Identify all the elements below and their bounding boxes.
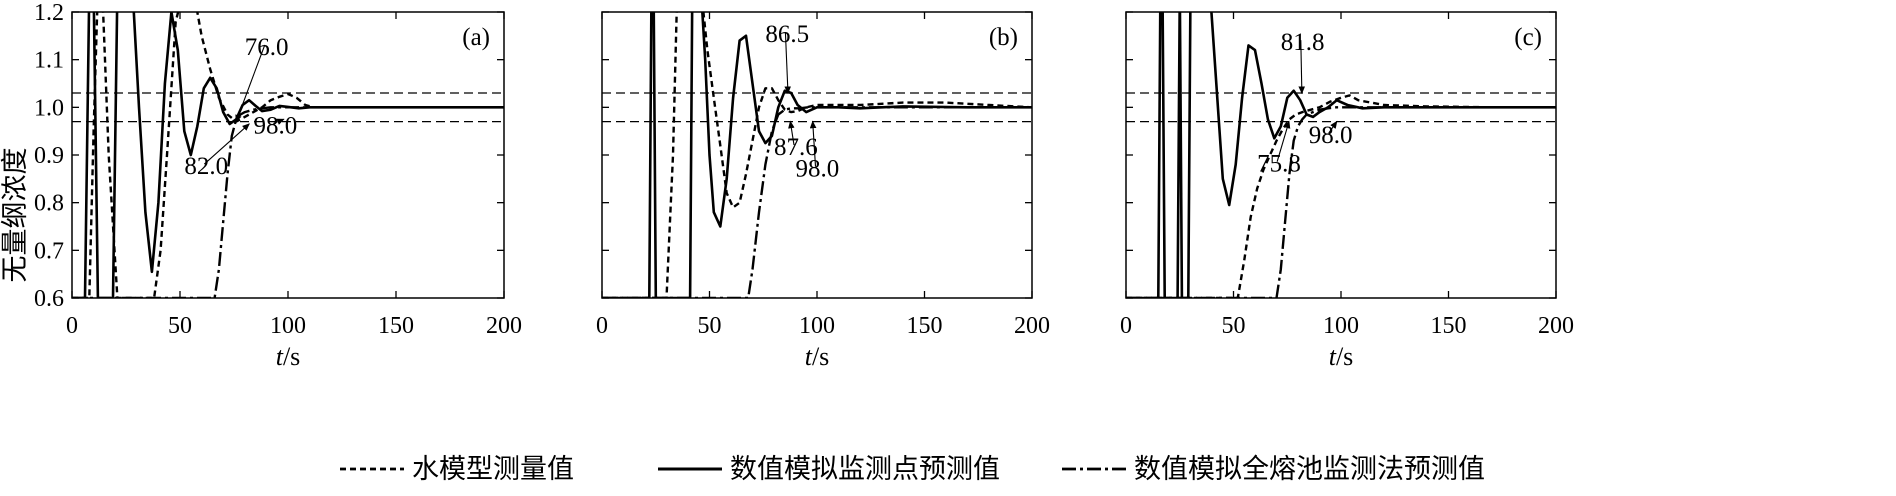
x-tick-label: 0 bbox=[596, 313, 608, 339]
annotation-label: 81.8 bbox=[1281, 29, 1325, 56]
y-tick-label: 1.1 bbox=[34, 48, 64, 74]
y-tick-label: 1.0 bbox=[34, 95, 64, 121]
annotation-arrow bbox=[203, 123, 250, 165]
x-tick-label: 100 bbox=[1323, 313, 1359, 339]
x-axis-label-var: t bbox=[805, 342, 813, 371]
legend-label: 水模型测量值 bbox=[412, 454, 574, 484]
series-line-dashdot bbox=[602, 106, 1032, 298]
annotation-arrow bbox=[1328, 120, 1338, 134]
legend: 水模型测量值 数值模拟监测点预测值 数值模拟全熔池监测法预测值 bbox=[340, 454, 1485, 484]
series-line-dotted bbox=[602, 12, 1032, 298]
x-tick-label: 200 bbox=[486, 313, 522, 339]
x-axis-label: t/s bbox=[805, 342, 830, 371]
x-tick-label: 200 bbox=[1014, 313, 1050, 339]
annotation-label: 86.5 bbox=[765, 21, 809, 48]
series-group bbox=[1126, 12, 1556, 298]
annotation-arrow bbox=[788, 120, 795, 146]
x-tick-label: 50 bbox=[1222, 313, 1246, 339]
x-axis-label: t/s bbox=[276, 342, 301, 371]
y-tick-label: 0.9 bbox=[34, 143, 64, 169]
series-group bbox=[72, 12, 504, 298]
series-line-dashdot bbox=[72, 106, 504, 298]
x-tick-label: 50 bbox=[698, 313, 722, 339]
chart-panel-a: 0 50 100 150 200 0.6 0.7 0.8 0.9 1.0 1.1 1.2 t/s (a) 7… bbox=[34, 0, 522, 371]
annotation-arrow bbox=[273, 118, 285, 125]
series-line-solid bbox=[602, 12, 1032, 298]
series-line-solid bbox=[1126, 12, 1556, 298]
series-line-solid bbox=[72, 12, 504, 298]
series-line-dotted bbox=[72, 12, 504, 298]
legend-label: 数值模拟监测点预测值 bbox=[730, 454, 1000, 484]
x-tick-label: 0 bbox=[1120, 313, 1132, 339]
annotation-arrow bbox=[1298, 40, 1306, 95]
x-tick-label: 150 bbox=[378, 313, 414, 339]
x-axis-label: t/s bbox=[1329, 342, 1354, 371]
chart-panel-c: 0 50 100 150 200 t/s (c) 81.8 75.8 98.0 bbox=[1120, 11, 1574, 371]
x-tick-label: 50 bbox=[168, 313, 192, 339]
annotation-arrow bbox=[809, 120, 817, 167]
x-tick-label: 200 bbox=[1538, 313, 1574, 339]
annotation-arrow bbox=[235, 44, 266, 123]
annotation-label: 75.8 bbox=[1257, 151, 1301, 178]
panel-label: (b) bbox=[989, 24, 1018, 51]
x-tick-label: 100 bbox=[270, 313, 306, 339]
x-axis-label-var: t bbox=[1329, 342, 1337, 371]
y-axis-label: 无量纲浓度 bbox=[0, 148, 30, 283]
x-tick-label: 100 bbox=[799, 313, 835, 339]
series-group bbox=[602, 12, 1032, 298]
annotation-label: 98.0 bbox=[1309, 122, 1353, 149]
x-tick-label: 150 bbox=[907, 313, 943, 339]
x-tick-label: 0 bbox=[66, 313, 78, 339]
series-line-dashdot bbox=[1126, 106, 1556, 298]
legend-label: 数值模拟全熔池监测法预测值 bbox=[1134, 454, 1485, 484]
annotation-label: 76.0 bbox=[245, 34, 289, 61]
annotation-arrow bbox=[784, 32, 791, 95]
x-axis-label-unit: /s bbox=[812, 342, 829, 371]
annotation-label: 98.0 bbox=[796, 155, 840, 182]
panel-label: (a) bbox=[462, 24, 490, 51]
panel-label: (c) bbox=[1514, 24, 1542, 51]
annotation-label: 98.0 bbox=[253, 113, 297, 140]
annotation-label: 82.0 bbox=[184, 153, 228, 180]
x-axis-label-unit: /s bbox=[1336, 342, 1353, 371]
y-tick-label: 1.2 bbox=[34, 0, 64, 26]
x-tick-label: 150 bbox=[1431, 313, 1467, 339]
y-tick-label: 0.6 bbox=[34, 286, 64, 312]
y-tick-label: 0.7 bbox=[34, 238, 64, 264]
series-line-dotted bbox=[1126, 94, 1556, 298]
y-tick-label: 0.8 bbox=[34, 191, 64, 217]
annotation-arrow bbox=[1276, 120, 1291, 162]
chart-panel-b: 0 50 100 150 200 t/s (b) 86.5 87.698.0 bbox=[596, 11, 1050, 371]
x-axis-label-unit: /s bbox=[283, 342, 300, 371]
annotation-label: 87.6 bbox=[774, 134, 818, 161]
x-axis-label-var: t bbox=[276, 342, 284, 371]
